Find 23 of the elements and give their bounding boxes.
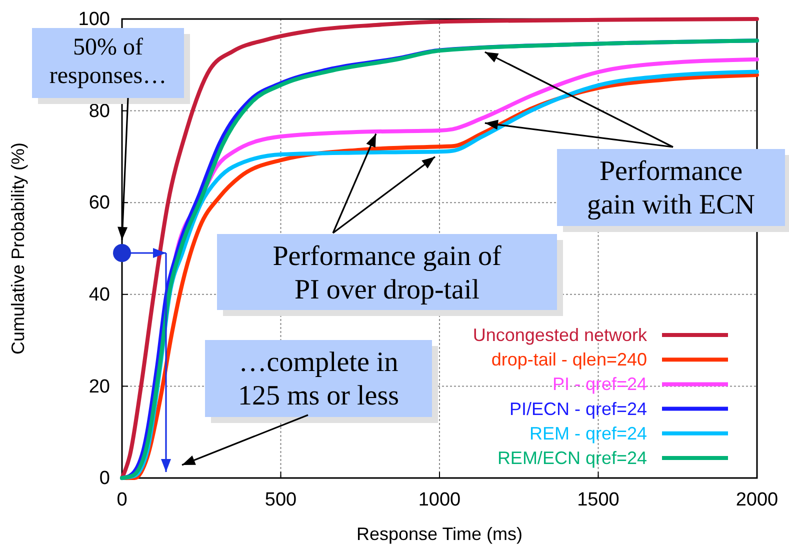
y-tick-label: 80 [88,100,110,122]
annotation: Performance gain with ECN [587,156,755,220]
x-tick-label: 500 [264,489,297,510]
y-tick-label: 60 [88,192,110,214]
y-tick-label: 40 [88,284,110,306]
y-tick-label: 0 [99,468,110,490]
y-axis-title: Cumulative Probability (%) [8,142,28,355]
annotation: Performance gain of PI over drop-tail [272,240,502,306]
y-tick-label: 20 [88,376,110,398]
annotation: …complete in 125 ms or less [238,346,399,412]
x-tick-label: 1500 [577,489,620,510]
legend-label: PI - qref=24 [552,374,647,394]
legend-label: REM/ECN qref=24 [497,448,647,468]
legend-label: PI/ECN - qref=24 [509,398,647,419]
y-tick-label: 100 [78,9,110,30]
x-tick-label: 0 [116,489,128,510]
legend-label: Uncongested network [472,325,648,345]
x-tick-label: 2000 [736,489,778,510]
x-tick-label: 1000 [418,489,461,510]
x-axis-title: Response Time (ms) [356,524,523,544]
legend-label: drop-tail - qlen=240 [491,350,647,370]
legend-label: REM - qref=24 [529,423,647,444]
annotation: 50% of responses… [49,34,167,90]
